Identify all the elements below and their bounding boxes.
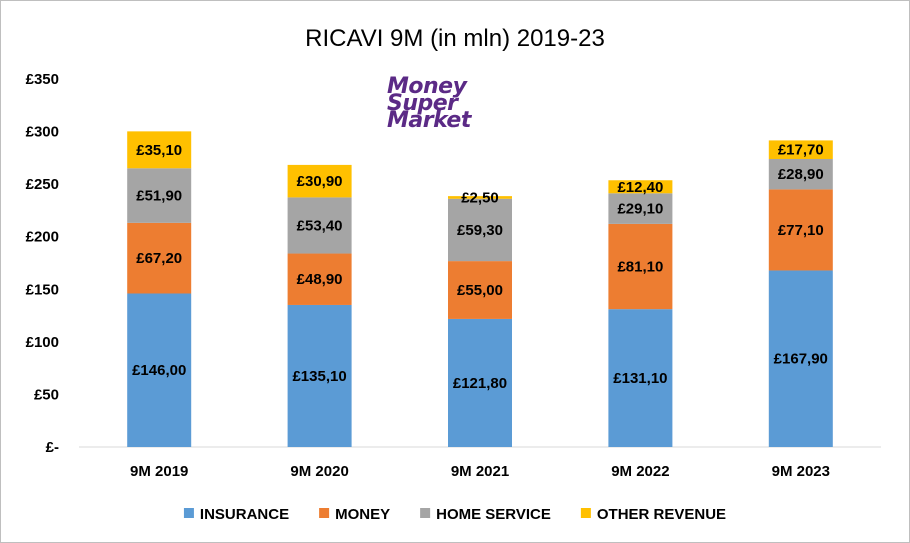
data-label: £121,80: [453, 375, 507, 392]
data-label: £53,40: [297, 217, 343, 234]
y-tick-label: £350: [26, 71, 59, 88]
bar-other-revenue: [448, 196, 512, 199]
legend: INSURANCE MONEY HOME SERVICE OTHER REVENUE: [183, 506, 726, 523]
bar-home-service: [448, 198, 512, 262]
legend-swatch: [580, 508, 591, 518]
bar-home-service: [608, 193, 673, 224]
bar-other-revenue: [768, 140, 833, 160]
bars-group: [127, 131, 833, 447]
data-label: £146,00: [132, 362, 186, 379]
x-axis: 9M 2019 9M 2020 9M 2021 9M 2022 9M 2023: [130, 463, 830, 480]
data-label: £48,90: [297, 271, 343, 288]
x-tick-label: 9M 2019: [130, 463, 188, 480]
bar-other-revenue: [608, 180, 673, 194]
y-tick-label: £200: [26, 229, 59, 246]
chart-title: RICAVI 9M (in mln) 2019-23: [305, 25, 605, 52]
bar-insurance: [448, 318, 512, 447]
data-label: £135,10: [292, 368, 346, 385]
y-tick-label: £300: [26, 124, 59, 141]
y-tick-label: £100: [26, 334, 59, 351]
bar-money: [127, 222, 192, 294]
legend-label: OTHER REVENUE: [597, 506, 726, 523]
legend-label: HOME SERVICE: [436, 506, 551, 523]
y-tick-label: £50: [34, 386, 59, 403]
data-label: £81,10: [617, 259, 663, 276]
y-axis: £350 £300 £250 £200 £150 £100 £50 £-: [26, 71, 59, 456]
bar-other-revenue: [127, 131, 192, 169]
bar-home-service: [768, 159, 833, 190]
bar-money: [448, 261, 512, 319]
data-label: £67,20: [136, 250, 182, 267]
bar-money: [287, 253, 352, 305]
data-labels-group: £146,00 £67,20 £51,90 £35,10 £135,10 £48,90 £5…: [132, 142, 828, 392]
x-tick-label: 9M 2022: [611, 463, 669, 480]
x-tick-label: 9M 2020: [290, 463, 348, 480]
legend-swatch: [420, 508, 431, 518]
bar-insurance: [608, 309, 673, 447]
data-label: £167,90: [774, 351, 828, 368]
data-label: £131,10: [613, 370, 667, 387]
data-label: £29,10: [617, 201, 663, 218]
bar-home-service: [287, 197, 352, 254]
bar-money: [608, 223, 673, 310]
data-label: £77,10: [778, 222, 824, 239]
bar-money: [768, 189, 833, 271]
y-tick-label: £150: [26, 281, 59, 298]
bar-other-revenue: [287, 164, 352, 198]
y-tick-label: £250: [26, 176, 59, 193]
data-label: £55,00: [457, 282, 503, 299]
legend-label: MONEY: [335, 506, 390, 523]
x-tick-label: 9M 2021: [451, 463, 509, 480]
x-tick-label: 9M 2023: [772, 463, 830, 480]
bar-insurance: [287, 304, 352, 447]
legend-swatch: [183, 508, 194, 518]
data-label: £35,10: [136, 142, 182, 159]
data-label: £12,40: [617, 179, 663, 196]
y-tick-label: £-: [46, 439, 59, 456]
legend-swatch: [319, 508, 330, 518]
data-label: £2,50: [461, 189, 499, 206]
logo-line-2: Super: [387, 91, 459, 116]
data-label: £28,90: [778, 166, 824, 183]
bar-insurance: [127, 293, 192, 447]
bar-home-service: [127, 168, 192, 223]
data-label: £30,90: [297, 173, 343, 190]
data-label: £51,90: [136, 188, 182, 205]
legend-label: INSURANCE: [200, 506, 289, 523]
bar-insurance: [768, 270, 833, 447]
logo-line-1: Money: [387, 74, 469, 99]
logo-line-3: Market: [387, 108, 473, 133]
data-label: £59,30: [457, 222, 503, 239]
data-label: £17,70: [778, 142, 824, 159]
moneysupermarket-logo: Money Super Market: [387, 74, 473, 133]
